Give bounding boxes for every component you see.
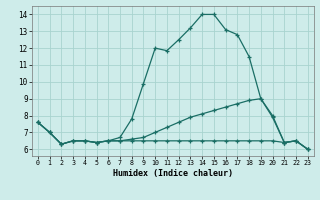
X-axis label: Humidex (Indice chaleur): Humidex (Indice chaleur) xyxy=(113,169,233,178)
